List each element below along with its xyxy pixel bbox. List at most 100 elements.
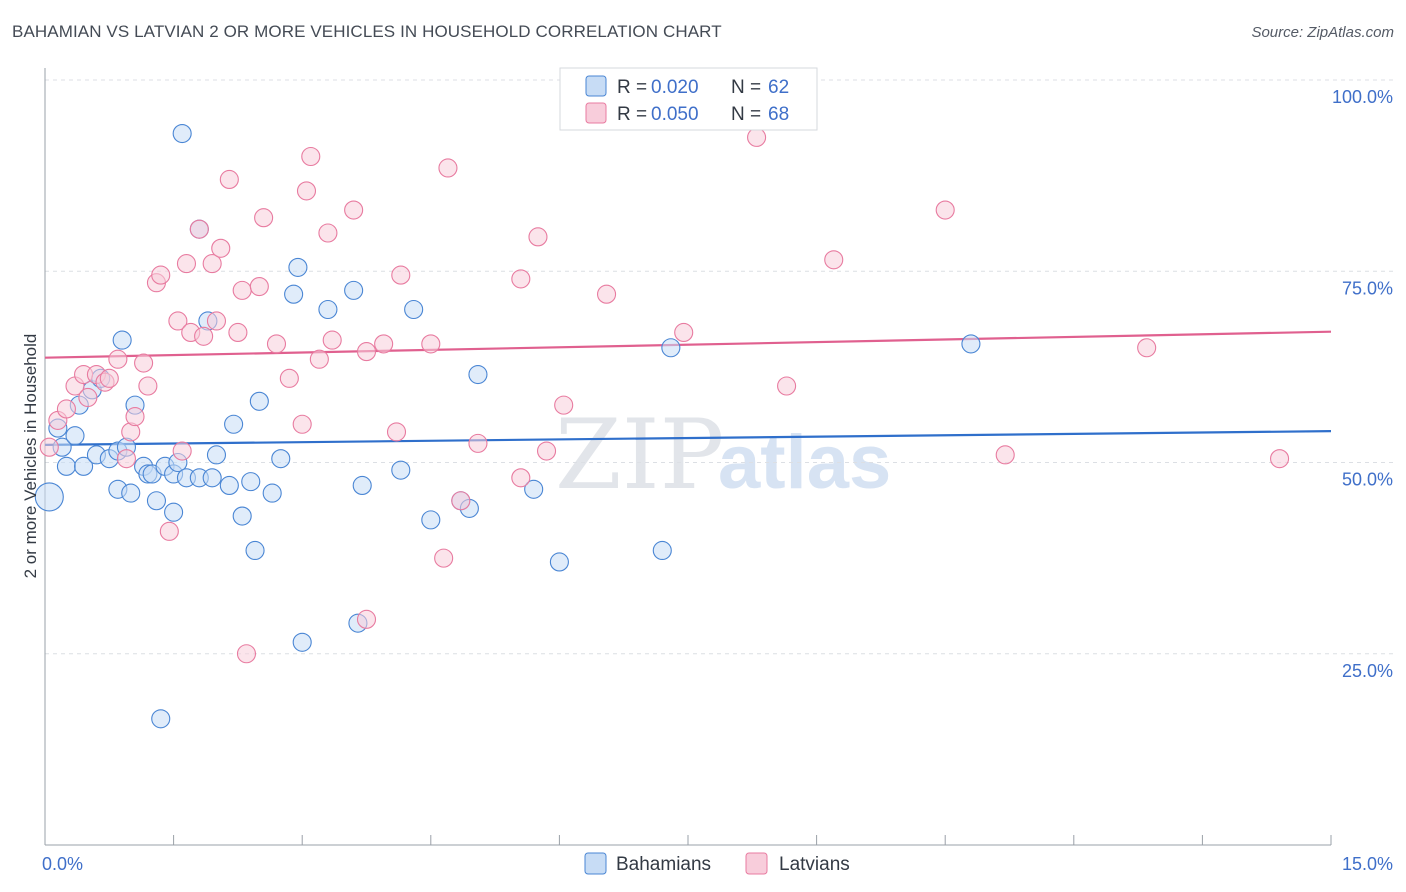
chart-title: BAHAMIAN VS LATVIAN 2 OR MORE VEHICLES I… xyxy=(12,22,722,41)
y-tick-label: 25.0% xyxy=(1342,661,1393,681)
y-tick-label: 100.0% xyxy=(1332,87,1393,107)
latvian-point xyxy=(1270,449,1290,469)
latvian-point xyxy=(935,200,955,220)
latvian-point xyxy=(1137,338,1157,358)
latvian-point xyxy=(451,491,471,511)
bahamian-point xyxy=(34,482,64,512)
data-points xyxy=(34,124,1290,729)
latvian-point xyxy=(134,353,154,373)
bahamian-point xyxy=(961,334,981,354)
latvian-point xyxy=(172,441,192,461)
latvian-point xyxy=(318,223,338,243)
bahamian-point xyxy=(344,280,364,300)
latvian-point xyxy=(78,387,98,408)
latvian-point xyxy=(138,376,158,396)
bahamian-point xyxy=(232,506,252,526)
bahamian-point xyxy=(151,709,171,729)
latvian-point xyxy=(434,548,454,568)
series-legend-swatch-latvians xyxy=(745,852,768,875)
y-tick-labels: 25.0% 50.0% 75.0% 100.0% xyxy=(1332,87,1393,681)
bahamian-point xyxy=(65,426,85,446)
stats-legend-n-label-latvians: N = xyxy=(731,104,761,125)
x-tick-label-end: 15.0% xyxy=(1342,854,1393,874)
bahamian-point xyxy=(288,257,308,277)
latvian-point xyxy=(99,368,119,388)
latvian-point xyxy=(211,238,231,258)
stats-legend-r-label-latvians: R = xyxy=(617,104,647,125)
bahamian-point xyxy=(262,483,282,503)
stats-legend-n-label-bahamians: N = xyxy=(731,77,761,98)
latvian-point xyxy=(206,311,227,331)
latvian-point xyxy=(554,395,574,415)
trend-lines xyxy=(44,330,1332,447)
series-legend-label-latvians: Latvians xyxy=(779,854,850,875)
latvian-point xyxy=(536,441,557,461)
bahamian-point xyxy=(652,540,672,561)
latvian-point xyxy=(374,334,394,354)
latvian-point xyxy=(309,349,329,369)
bahamian-point xyxy=(164,502,184,522)
latvian-point xyxy=(438,158,458,178)
latvian-point xyxy=(202,254,222,274)
bahamian-point xyxy=(74,456,94,476)
latvian-point xyxy=(168,311,188,331)
latvian-point xyxy=(528,227,548,247)
bahamian-point xyxy=(112,330,132,350)
latvian-point xyxy=(176,254,197,274)
stats-legend-n-value-bahamians: 62 xyxy=(768,77,789,98)
latvian-point xyxy=(391,265,411,285)
latvian-point xyxy=(116,449,136,469)
latvian-point xyxy=(56,399,76,419)
latvian-point xyxy=(249,276,269,297)
grid-lines xyxy=(45,79,1394,655)
bahamian-point xyxy=(468,364,488,385)
stats-legend-r-label-bahamians: R = xyxy=(617,77,647,98)
latvian-point xyxy=(747,127,767,147)
latvian-point xyxy=(279,368,299,388)
bahamian-point xyxy=(224,414,244,434)
stats-legend-n-value-latvians: 68 xyxy=(768,104,789,125)
bahamian-point xyxy=(219,475,239,496)
y-tick-label: 50.0% xyxy=(1342,470,1393,490)
bahamian-point xyxy=(172,124,192,144)
latvian-point xyxy=(194,326,214,346)
chart-source: Source: ZipAtlas.com xyxy=(1251,24,1394,41)
latvian-point xyxy=(125,407,145,427)
bahamian-point xyxy=(292,632,312,652)
stats-legend-swatch-bahamians xyxy=(585,75,607,97)
latvian-point xyxy=(301,146,321,167)
stats-legend-swatch-latvians xyxy=(585,102,607,124)
bahamian-point xyxy=(421,510,441,530)
bahamian-trend-line xyxy=(44,430,1332,447)
bahamian-point xyxy=(206,445,227,465)
latvian-point xyxy=(189,219,209,239)
latvian-point xyxy=(468,433,488,453)
x-tick-label-start: 0.0% xyxy=(42,854,83,874)
latvian-point xyxy=(296,181,317,201)
latvian-point xyxy=(219,169,239,189)
latvian-point xyxy=(995,445,1015,465)
axes xyxy=(44,68,1332,846)
bahamian-point xyxy=(391,460,411,480)
latvian-point xyxy=(151,265,171,285)
latvian-point xyxy=(322,330,342,350)
bahamian-point xyxy=(202,468,222,488)
latvian-point xyxy=(386,422,407,442)
watermark-zip: ZIP xyxy=(555,399,724,511)
latvian-point xyxy=(421,334,441,354)
x-tick-labels: 0.0% 15.0% xyxy=(42,854,1393,874)
bahamian-point xyxy=(146,491,167,511)
latvian-trend-line xyxy=(44,330,1332,359)
bahamian-point xyxy=(549,552,569,572)
bahamian-point xyxy=(245,540,265,561)
bahamian-point xyxy=(241,472,261,492)
latvian-point xyxy=(228,322,248,343)
series-legend-swatch-bahamians xyxy=(584,852,607,875)
bahamian-point xyxy=(404,299,424,320)
latvian-point xyxy=(108,349,128,369)
latvian-point xyxy=(777,376,797,396)
y-tick-label: 75.0% xyxy=(1342,278,1393,298)
y-axis-title: 2 or more Vehicles in Household xyxy=(21,334,40,579)
latvian-point xyxy=(254,208,274,228)
